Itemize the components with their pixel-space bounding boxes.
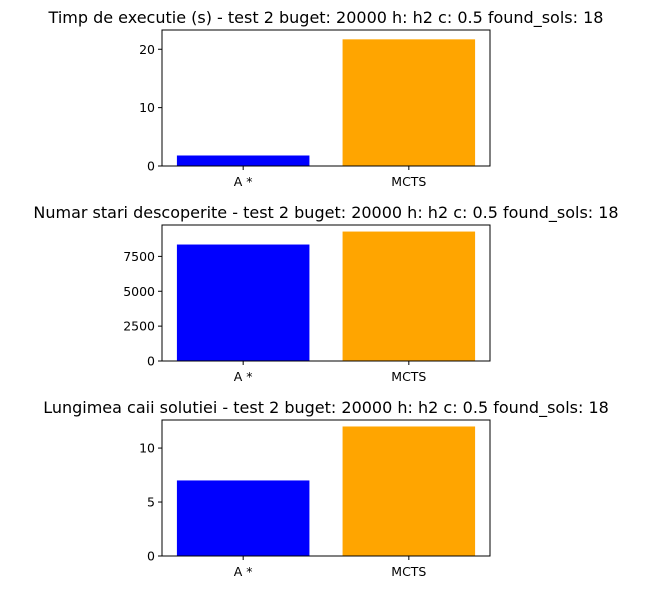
chart-title: Lungimea caii solutiei - test 2 buget: 2…: [43, 398, 609, 418]
y-tick-label: 10: [139, 441, 155, 456]
y-tick-label: 0: [147, 549, 155, 564]
y-tick-label: 7500: [123, 249, 155, 264]
x-tick-label: MCTS: [391, 564, 426, 579]
bar-a: [176, 480, 310, 556]
y-tick-label: 5: [147, 495, 155, 510]
y-tick-label: 10: [139, 100, 155, 115]
y-tick-label: 0: [147, 354, 155, 369]
axes-frame: [161, 419, 491, 557]
bar-mcts: [342, 426, 476, 556]
y-tick-label: 2500: [123, 319, 155, 334]
x-tick-label: A *: [234, 564, 253, 579]
x-tick-label: A *: [234, 174, 253, 189]
bar-a: [176, 244, 310, 361]
chart-panel-3: Lungimea caii solutiei - test 2 buget: 2…: [43, 398, 609, 579]
axes-frame: [161, 29, 491, 167]
axes-frame: [161, 224, 491, 362]
bar-a: [176, 155, 310, 166]
bar-mcts: [342, 231, 476, 361]
chart-panel-2: Numar stari descoperite - test 2 buget: …: [33, 203, 618, 384]
x-tick-label: MCTS: [391, 174, 426, 189]
chart-title: Timp de executie (s) - test 2 buget: 200…: [48, 8, 604, 28]
chart-title: Numar stari descoperite - test 2 buget: …: [33, 203, 618, 223]
bar-mcts: [342, 39, 476, 167]
x-tick-label: MCTS: [391, 369, 426, 384]
y-tick-label: 20: [139, 42, 155, 57]
y-tick-label: 5000: [123, 284, 155, 299]
chart-panel-1: Timp de executie (s) - test 2 buget: 200…: [48, 8, 604, 189]
x-tick-label: A *: [234, 369, 253, 384]
y-tick-label: 0: [147, 159, 155, 174]
